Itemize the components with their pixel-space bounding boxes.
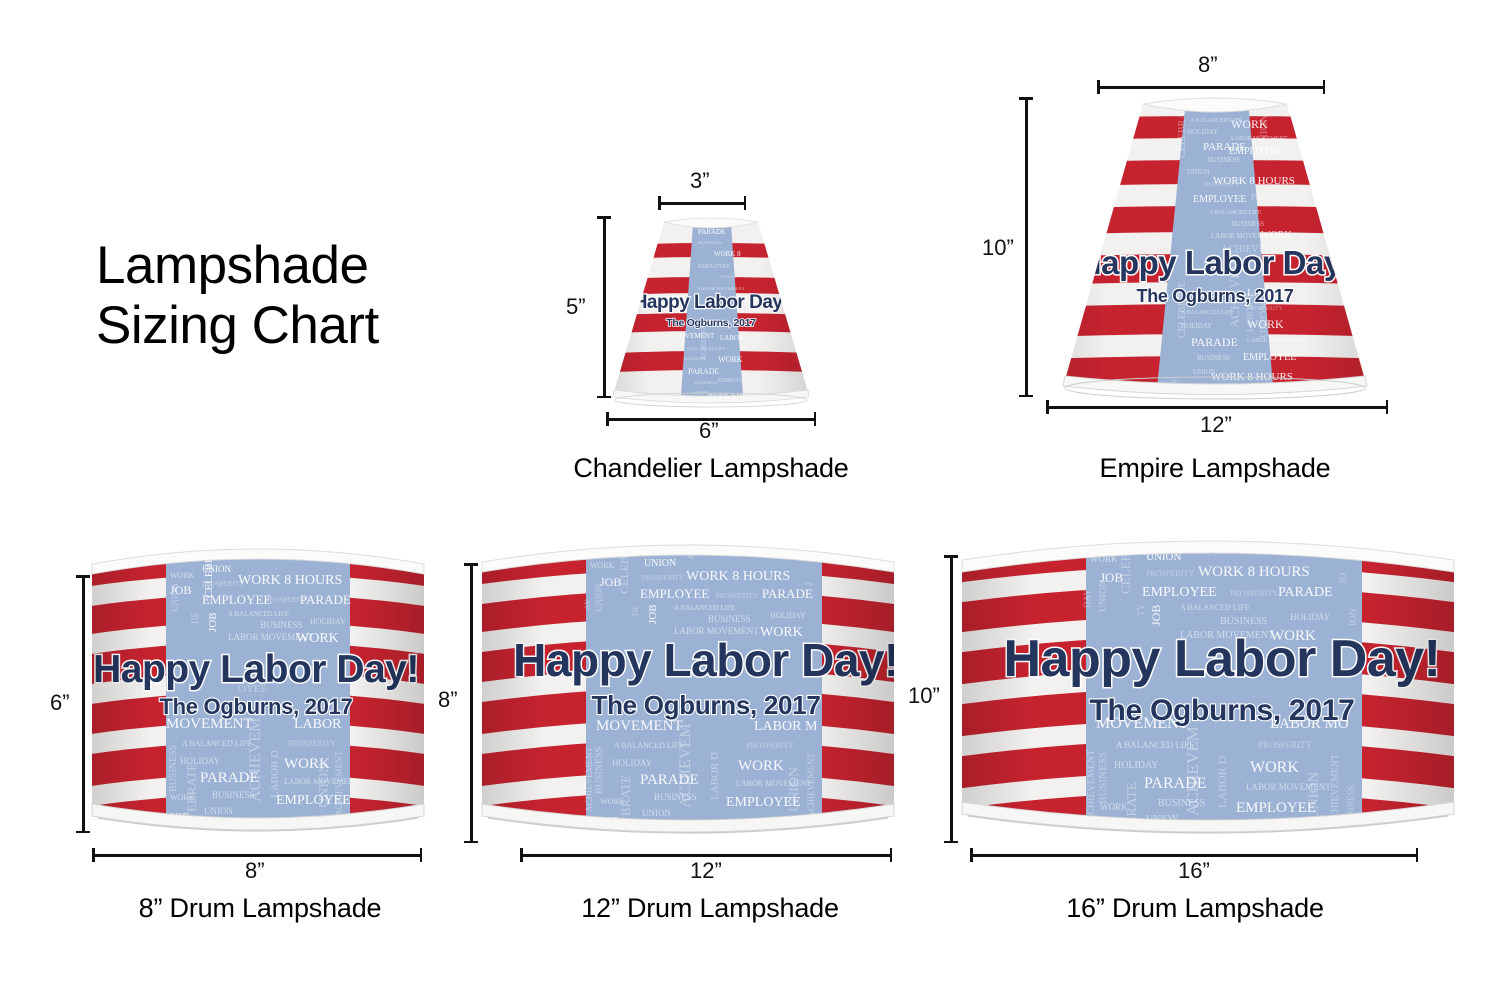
drum8-height-dimension-label: 6” xyxy=(50,690,70,715)
empire-top-dimension-rule xyxy=(1097,80,1325,94)
chandelier-bottom-dimension-label: 6” xyxy=(699,418,719,443)
chandelier-height-dimension-label: 5” xyxy=(566,294,586,319)
drum-16-lampshade-image: WORK UNION PROSPERITY WORK 8 HOURS JOB E… xyxy=(958,516,1458,846)
empire-top-dimension-label: 8” xyxy=(1198,52,1218,77)
drum8-bottom-dimension-rule xyxy=(92,848,422,862)
drum12-bottom-dimension-label: 12” xyxy=(690,858,722,883)
empire-lampshade-image: OVEMENT A BALANCED LIFE HOLIDAY PARADE B… xyxy=(1035,88,1395,408)
drum16-bottom-dimension-label: 16” xyxy=(1178,858,1210,883)
drum12-bottom-dimension-rule xyxy=(520,848,892,862)
drum16-height-dimension-label: 10” xyxy=(908,683,940,708)
drum8-bottom-dimension-label: 8” xyxy=(245,858,265,883)
drum16-bottom-dimension-rule xyxy=(970,848,1418,862)
drum-8-caption: 8” Drum Lampshade xyxy=(138,893,382,923)
chandelier-lampshade-image: PARADE BUSINESS WORK 8 EMPLOYEE PARAD LA… xyxy=(602,210,820,410)
drum12-height-dimension-label: 8” xyxy=(438,687,458,712)
drum12-height-dimension-rule xyxy=(464,563,478,843)
empire-bottom-dimension-label: 12” xyxy=(1200,412,1232,437)
chandelier-bottom-dimension-rule xyxy=(606,412,816,426)
drum-8-lampshade-image: WORK UNION PROSPERITY WORK 8 HOURS JOB E… xyxy=(88,532,428,842)
drum-16-caption: 16” Drum Lampshade xyxy=(1066,893,1324,923)
drum-12-caption: 12” Drum Lampshade xyxy=(581,893,839,923)
drum16-height-dimension-rule xyxy=(944,555,958,843)
chandelier-caption: Chandelier Lampshade xyxy=(573,453,849,483)
drum-12-lampshade-image: WORK UNION PROSPERITY WORK 8 HOURS JOB E… xyxy=(478,524,898,846)
empire-caption: Empire Lampshade xyxy=(1099,453,1331,483)
empire-bottom-dimension-rule xyxy=(1046,400,1388,414)
page-title: Lampshade Sizing Chart xyxy=(96,236,379,355)
drum8-height-dimension-rule xyxy=(76,575,90,833)
chandelier-top-dimension-rule xyxy=(658,196,746,210)
chandelier-height-dimension-rule xyxy=(597,216,611,398)
empire-height-dimension-label: 10” xyxy=(982,235,1014,260)
chandelier-top-dimension-label: 3” xyxy=(690,168,710,193)
empire-height-dimension-rule xyxy=(1019,97,1033,397)
